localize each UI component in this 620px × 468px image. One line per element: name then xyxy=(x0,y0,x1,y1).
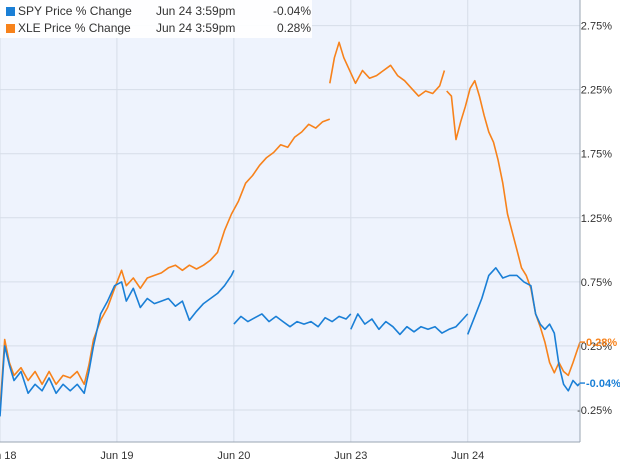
x-tick-label: Jun 19 xyxy=(100,450,133,462)
spy-series-line-segment xyxy=(466,266,581,392)
x-tick-label: Jun 20 xyxy=(217,450,250,462)
xle-series-line-segment xyxy=(0,118,331,411)
last-value-labels: 0.28% -0.04% xyxy=(580,337,620,390)
y-tick-label: 2.25% xyxy=(581,85,612,97)
legend-entry-xle[interactable]: XLE Price % Change Jun 24 3:59pm 0.28% xyxy=(6,19,311,37)
legend-entry-spy[interactable]: SPY Price % Change Jun 24 3:59pm -0.04% xyxy=(6,2,311,20)
series-lines xyxy=(0,41,581,417)
y-tick-label: -0.25% xyxy=(577,405,612,417)
legend: SPY Price % Change Jun 24 3:59pm -0.04% XL… xyxy=(0,0,312,38)
legend-value: 0.28% xyxy=(276,21,311,35)
spy-series-line-segment xyxy=(350,313,469,336)
y-tick-label: 0.25% xyxy=(581,341,612,353)
legend-swatch-xle xyxy=(6,24,15,33)
x-tick-label: Jun 23 xyxy=(334,450,367,462)
legend-timestamp: Jun 24 3:59pm xyxy=(156,21,236,35)
legend-swatch-spy xyxy=(6,7,15,16)
grid-lines xyxy=(0,0,580,442)
xle-series-line-segment xyxy=(329,41,446,97)
axes: -0.25% 0.25% 0.75% 1.25% 1.75% 2.25% 2.75% Jun … xyxy=(0,0,612,462)
legend-series-name: SPY Price % Change xyxy=(18,4,132,18)
y-tick-label: 1.75% xyxy=(581,149,612,161)
plot-background xyxy=(0,0,580,442)
y-tick-label: 1.25% xyxy=(581,213,612,225)
x-tick-label: Jun 24 xyxy=(451,450,484,462)
last-value-label: -0.04% xyxy=(586,378,620,390)
xle-series-line-segment xyxy=(446,79,581,377)
last-value-label: 0.28% xyxy=(586,337,617,349)
legend-series-name: XLE Price % Change xyxy=(18,21,131,35)
legend-value: -0.04% xyxy=(272,4,311,18)
spy-series-line-segment xyxy=(0,269,235,417)
x-tick-label: Jun 18 xyxy=(0,450,17,462)
y-tick-label: 2.75% xyxy=(581,21,612,33)
spy-series-line-segment xyxy=(233,313,352,328)
legend-timestamp: Jun 24 3:59pm xyxy=(156,4,236,18)
y-tick-label: 0.75% xyxy=(581,277,612,289)
